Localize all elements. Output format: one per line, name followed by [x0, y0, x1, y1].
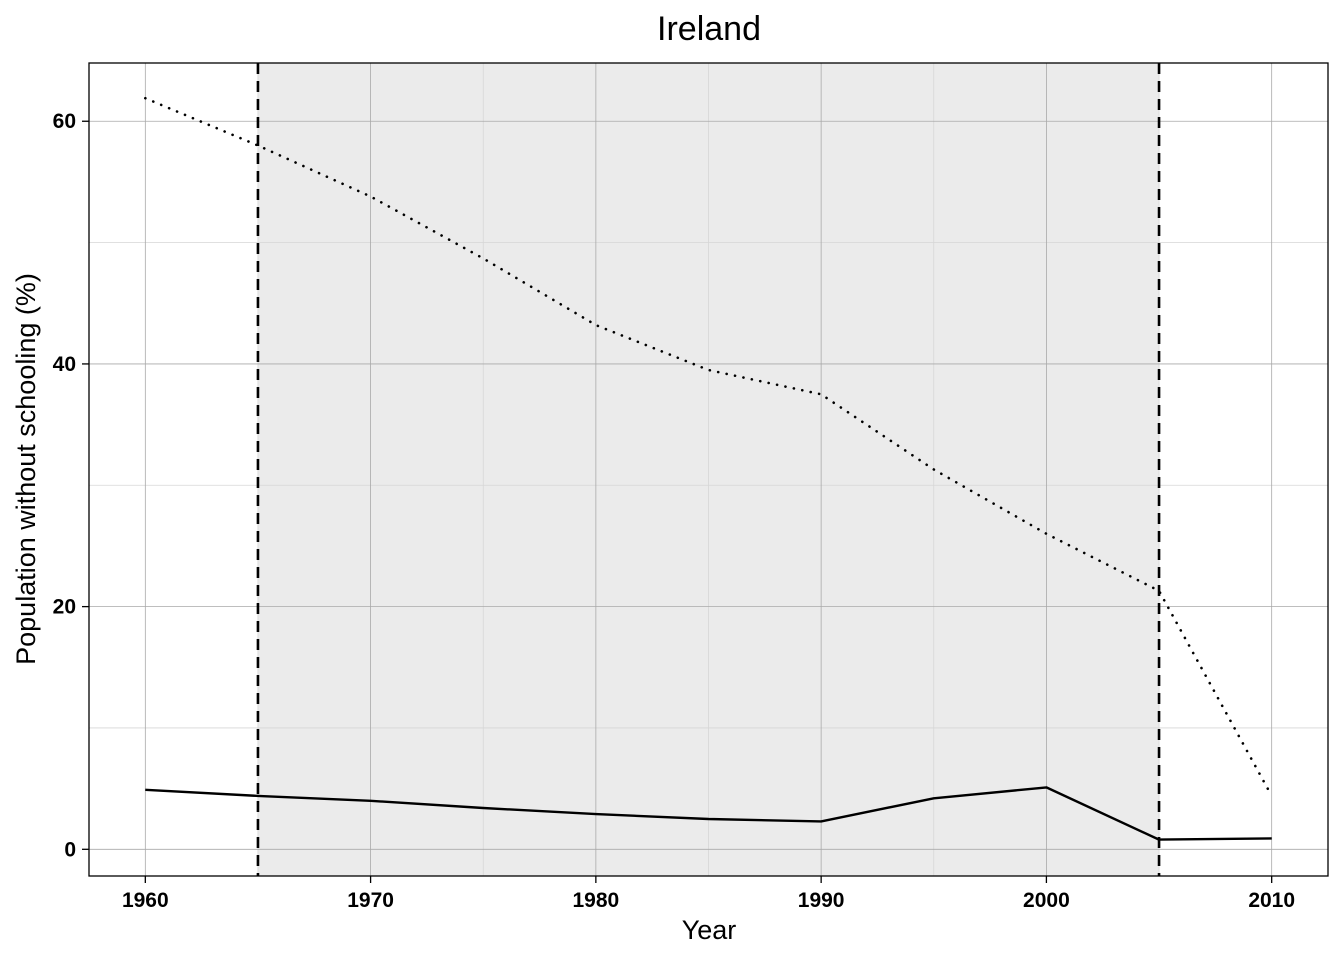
x-tick-label: 1970 [347, 889, 394, 912]
chart-title: Ireland [657, 10, 761, 48]
x-axis: 1960 1970 1980 1990 2000 2010 [122, 876, 1295, 912]
x-tick-label: 1990 [798, 889, 845, 912]
y-axis-title: Population without schooling (%) [11, 273, 41, 665]
x-tick-label: 2000 [1023, 889, 1070, 912]
y-tick-label: 20 [53, 596, 76, 619]
y-tick-label: 0 [64, 838, 76, 861]
x-tick-label: 1960 [122, 889, 169, 912]
series-line-dotted [144, 96, 1273, 798]
x-tick-label: 2010 [1248, 889, 1295, 912]
y-tick-label: 60 [53, 110, 76, 133]
x-tick-label: 1980 [573, 889, 620, 912]
plot-area [88, 62, 1329, 877]
y-axis: 0 20 40 60 [53, 110, 89, 861]
x-axis-title: Year [682, 915, 737, 945]
plot-border [88, 62, 1329, 877]
y-tick-label: 40 [53, 353, 76, 376]
series-line-solid [145, 786, 1272, 841]
